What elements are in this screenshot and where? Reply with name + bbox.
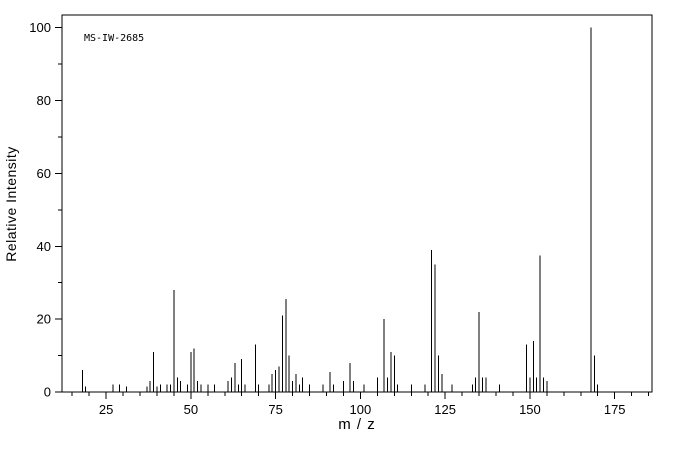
y-tick-label: 100	[29, 20, 51, 35]
y-tick-label: 0	[44, 385, 51, 400]
x-tick-label: 125	[434, 402, 456, 417]
x-tick-label: 50	[184, 402, 198, 417]
x-tick-label: 150	[519, 402, 541, 417]
y-tick-label: 20	[37, 312, 51, 327]
y-tick-label: 60	[37, 166, 51, 181]
x-tick-label: 75	[268, 402, 282, 417]
x-tick-label: 175	[604, 402, 626, 417]
y-axis-title: Relative Intensity	[3, 146, 19, 262]
plot-frame	[61, 14, 653, 393]
chart-layer: 25 50 75 100 125 150 175 0 20 40 60 80 100	[29, 14, 653, 417]
x-tick-label: 100	[350, 402, 372, 417]
spectrum-id-label: MS-IW-2685	[84, 33, 144, 44]
y-tick-label: 40	[37, 239, 51, 254]
x-tick-label: 25	[99, 402, 113, 417]
y-tick-label: 80	[37, 93, 51, 108]
x-axis-title: m / z	[338, 416, 376, 433]
